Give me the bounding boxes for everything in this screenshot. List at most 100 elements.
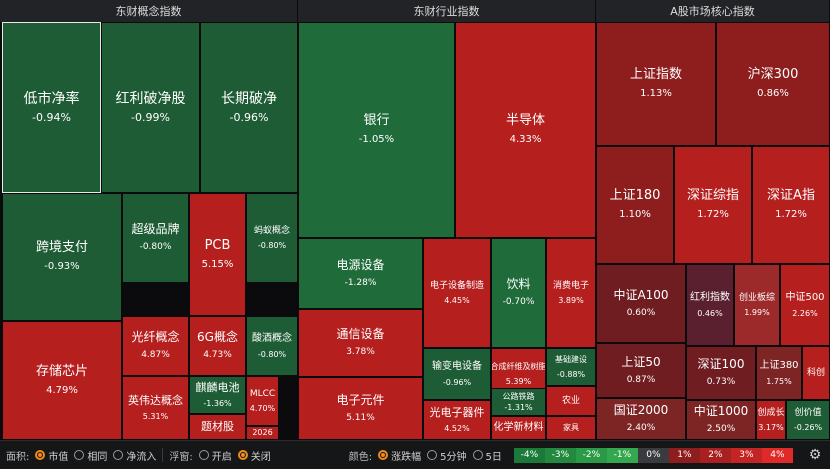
area-option-equal[interactable]: 相同 <box>74 448 107 463</box>
treemap-tile[interactable]: 中证500 2.26% <box>780 264 830 346</box>
treemap-tile[interactable]: 电子设备制造 4.45% <box>423 238 491 348</box>
tile-name: 红利指数 <box>690 292 730 304</box>
treemap-tile[interactable]: 红利破净股 -0.99% <box>101 22 200 193</box>
tile-change: 0.86% <box>757 88 789 100</box>
tile-name: 沪深300 <box>747 67 799 83</box>
tile-name: 中证1000 <box>693 404 749 419</box>
tile-change: 2.50% <box>706 424 736 435</box>
treemap-tile[interactable]: 创业板综 1.99% <box>734 264 780 346</box>
tile-change: -1.31% <box>504 402 533 412</box>
tile-name: 农业 <box>561 395 580 406</box>
tile-name: 长期破净 <box>221 90 277 107</box>
tile-name: 创成长 <box>757 407 785 418</box>
area-mode-group: 面积: 市值 相同 净流入 <box>0 448 162 463</box>
treemap-tile[interactable]: 上证50 0.87% <box>596 343 686 398</box>
color-option-change[interactable]: 涨跌幅 <box>378 448 421 463</box>
radio-icon <box>74 450 85 460</box>
treemap-tile[interactable]: 饮料 -0.70% <box>491 238 546 348</box>
radio-selected-icon <box>35 450 46 460</box>
treemap-tile[interactable]: 基础建设 -0.88% <box>546 348 596 386</box>
treemap-tile[interactable]: 农业 <box>546 386 596 416</box>
tile-name: 公路铁路 <box>502 392 535 402</box>
legend-swatch: -1% <box>606 447 638 463</box>
treemap-tile[interactable]: 国证2000 2.40% <box>596 398 686 440</box>
tile-name: 光纤概念 <box>131 330 180 345</box>
tile-change: 3.17% <box>758 423 784 433</box>
treemap-tile[interactable]: 科创 <box>802 346 830 400</box>
float-window-label: 浮窗: <box>169 451 193 463</box>
treemap-tile[interactable]: 深证100 0.73% <box>686 346 756 400</box>
tile-name: 中证A100 <box>613 287 669 302</box>
treemap-tile[interactable]: MLCC 4.70% <box>246 376 279 426</box>
treemap-tile[interactable]: 化学新材料 <box>491 416 546 440</box>
treemap-tile[interactable]: 深证A指 1.72% <box>752 146 830 264</box>
tile-name: 通信设备 <box>336 327 385 342</box>
treemap-tile[interactable]: 输变电设备 -0.96% <box>423 348 491 400</box>
treemap-tile[interactable]: 上证380 1.75% <box>756 346 802 400</box>
color-mode-group: 颜色: 涨跌幅 5分钟 5日 <box>343 448 508 463</box>
gear-icon[interactable]: ⚙ <box>808 447 822 463</box>
tile-change: -1.28% <box>344 277 377 288</box>
treemap-tile[interactable]: 光电子器件 4.52% <box>423 400 491 440</box>
treemap-tile[interactable]: 半导体 4.33% <box>455 22 596 238</box>
treemap-tile[interactable]: 长期破净 -0.96% <box>200 22 298 193</box>
treemap-tile[interactable]: 上证指数 1.13% <box>596 22 716 146</box>
treemap-tile[interactable]: 英伟达概念 5.31% <box>122 376 189 440</box>
treemap-tile[interactable]: 麒麟电池 -1.36% <box>189 376 246 414</box>
treemap-tile[interactable]: 跨境支付 -0.93% <box>2 193 122 321</box>
tile-name: 上证50 <box>621 354 661 369</box>
treemap-tile[interactable]: 电子元件 5.11% <box>298 377 423 440</box>
treemap-tile[interactable]: 中证1000 2.50% <box>686 400 756 440</box>
treemap-tile[interactable]: PCB 5.15% <box>189 193 246 316</box>
treemap-tile[interactable]: 银行 -1.05% <box>298 22 455 238</box>
tile-change: -0.80% <box>139 242 172 253</box>
treemap-tile[interactable]: 超级品牌 -0.80% <box>122 193 189 283</box>
treemap-tile[interactable]: 中证A100 0.60% <box>596 264 686 343</box>
treemap-tile[interactable]: 红利指数 0.46% <box>686 264 734 346</box>
treemap-tile[interactable]: 2026 <box>246 426 279 440</box>
legend-swatch: 0% <box>637 447 669 463</box>
tile-change: 0.87% <box>626 374 656 385</box>
color-option-5day[interactable]: 5日 <box>472 448 502 463</box>
tile-change: -0.93% <box>44 261 80 273</box>
tile-change: 0.73% <box>706 377 736 388</box>
tile-name: 超级品牌 <box>131 222 180 237</box>
color-option-5min[interactable]: 5分钟 <box>427 448 467 463</box>
treemap-tile[interactable]: 光纤概念 4.87% <box>122 316 189 376</box>
tile-name: 合成纤维及树脂 <box>491 362 546 372</box>
treemap-tile[interactable]: 蚂蚁概念 -0.80% <box>246 193 298 283</box>
color-legend: -4% -3% -2% -1% 0% 1% 2% 3% 4% <box>513 447 793 463</box>
tile-name: 科创 <box>806 367 825 378</box>
treemap-tile[interactable]: 低市净率 -0.94% <box>2 22 101 193</box>
tile-change: 4.79% <box>46 384 78 396</box>
area-option-market-cap[interactable]: 市值 <box>35 448 68 463</box>
treemap-tile[interactable]: 酸酒概念 -0.80% <box>246 316 298 376</box>
tile-name: 消费电子 <box>552 280 589 291</box>
treemap-tile[interactable]: 沪深300 0.86% <box>716 22 830 146</box>
float-option-off[interactable]: 关闭 <box>237 448 271 463</box>
tile-change: 3.89% <box>558 296 584 306</box>
tile-change: 3.78% <box>346 347 375 358</box>
tile-change: 5.31% <box>142 412 169 422</box>
treemap-tile[interactable]: 上证180 1.10% <box>596 146 674 264</box>
treemap-tile[interactable]: 深证综指 1.72% <box>674 146 752 264</box>
treemap-tile[interactable]: 电源设备 -1.28% <box>298 238 423 309</box>
tile-change: 5.39% <box>505 376 532 386</box>
tile-name: 电子设备制造 <box>429 280 484 291</box>
treemap-tile[interactable]: 创价值 -0.26% <box>786 400 830 440</box>
tile-name: 题材股 <box>201 419 234 433</box>
treemap-tile[interactable]: 6G概念 4.73% <box>189 316 246 376</box>
treemap-tile[interactable]: 公路铁路 -1.31% <box>491 388 546 416</box>
treemap-tile[interactable]: 消费电子 3.89% <box>546 238 596 348</box>
tile-name: 红利破净股 <box>115 90 186 107</box>
section-header-core-index: A股市场核心指数 <box>596 0 830 22</box>
treemap-tile[interactable]: 创成长 3.17% <box>756 400 786 440</box>
treemap-tile[interactable]: 通信设备 3.78% <box>298 309 423 377</box>
area-option-net-inflow[interactable]: 净流入 <box>113 448 156 463</box>
tile-change: -0.99% <box>131 110 170 124</box>
treemap-tile[interactable]: 家具 <box>546 416 596 440</box>
float-option-on[interactable]: 开启 <box>198 448 232 463</box>
treemap-tile[interactable]: 存储芯片 4.79% <box>2 321 122 440</box>
tile-change: 4.33% <box>509 134 542 146</box>
treemap-tile[interactable]: 题材股 <box>189 414 246 440</box>
